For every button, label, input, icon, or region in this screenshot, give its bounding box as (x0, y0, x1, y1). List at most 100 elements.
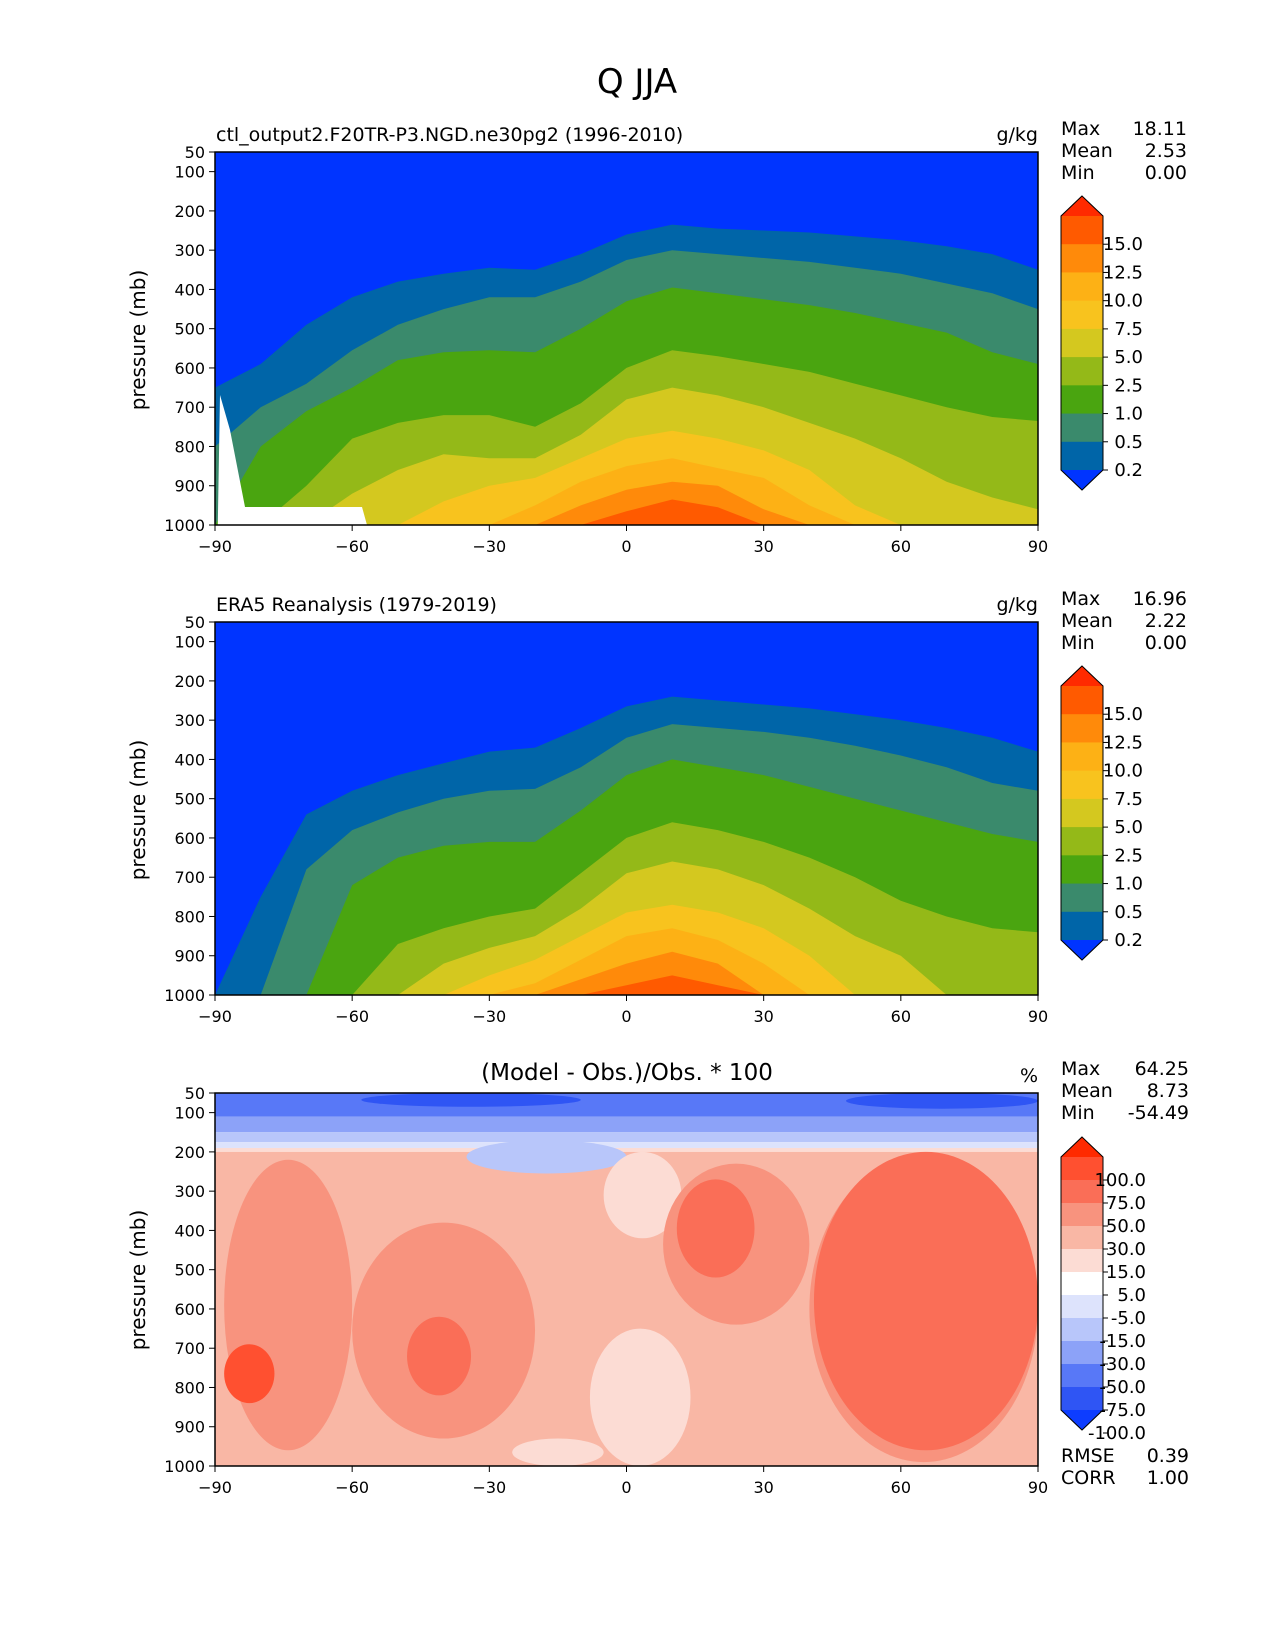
colorbar-tick-label: 0.5 (1114, 902, 1143, 923)
x-tick-label: 90 (1028, 537, 1048, 556)
plot-area-model (215, 152, 1038, 525)
y-tick-label: 200 (174, 672, 205, 691)
colorbar-segment (1061, 1203, 1103, 1227)
y-tick-label: 600 (174, 359, 205, 378)
stat-min-value: -54.49 (1128, 1102, 1189, 1124)
panel-obs: ERA5 Reanalysis (1979-2019) g/kg pressur… (126, 588, 1187, 1026)
colorbar-tick-label: -100.0 (1088, 1423, 1146, 1444)
contour-fill-15 (215, 499, 1038, 525)
diff-region (845, 1093, 1038, 1109)
diff-band (215, 1132, 1038, 1143)
stat-max-value: 64.25 (1135, 1058, 1189, 1080)
y-tick-label: 700 (174, 1339, 205, 1358)
y-tick-label: 300 (174, 241, 205, 260)
y-tick-label: 50 (185, 613, 205, 632)
colorbar-segment (1061, 216, 1103, 245)
diff-region (466, 1140, 627, 1174)
units-label-obs: g/kg (996, 594, 1038, 616)
y-tick-label: 700 (174, 868, 205, 887)
y-tick-label: 100 (174, 633, 205, 652)
colorbar-segment (1061, 883, 1103, 913)
x-tick-label: −30 (472, 1007, 506, 1026)
x-tick-label: 30 (753, 1007, 773, 1026)
stat-mean-label: Mean (1061, 1080, 1113, 1102)
x-tick-label: 0 (621, 537, 631, 556)
colorbar-segment (1061, 1318, 1103, 1342)
units-label-model: g/kg (996, 124, 1038, 146)
colorbar-segment (1061, 911, 1103, 941)
colorbar-extend-min (1061, 1410, 1103, 1430)
colorbar-tick-label: 0.2 (1114, 930, 1143, 951)
stat-max-value: 16.96 (1133, 588, 1187, 610)
y-tick-label: 600 (174, 829, 205, 848)
contour-fill-15 (215, 975, 1038, 995)
stat-mean-value: 2.22 (1145, 610, 1187, 632)
missing-data-region-model (215, 395, 367, 525)
colorbar-segment (1061, 441, 1103, 471)
x-tick-label: −30 (472, 537, 506, 556)
y-tick-label: 800 (174, 437, 205, 456)
colorbar-segment (1061, 714, 1103, 743)
contour-fills-obs (215, 696, 1038, 995)
colorbar-segment (1061, 686, 1103, 715)
stat-min-value: 0.00 (1145, 162, 1187, 184)
diff-region (603, 1151, 682, 1239)
stats-diff: Max 64.25 Mean 8.73 Min -54.49 RMSE 0.39… (1061, 1058, 1189, 1489)
colorbar-tick-label: 1.0 (1114, 404, 1143, 425)
x-axis-obs: −90 −60 −30 0 30 60 90 (198, 995, 1048, 1026)
stat-rmse-value: 0.39 (1147, 1445, 1189, 1467)
panel-title-diff: (Model - Obs.)/Obs. * 100 (481, 1060, 773, 1086)
colorbar-tick-label: 10.0 (1103, 761, 1143, 782)
y-tick-label: 50 (185, 143, 205, 162)
x-tick-label: −60 (335, 1478, 369, 1497)
diff-band (215, 1116, 1038, 1133)
plot-area-obs (215, 622, 1038, 995)
colorbar-segment (1061, 742, 1103, 772)
plot-area-diff (215, 1093, 1038, 1466)
colorbar-tick-label: -15.0 (1099, 1331, 1146, 1352)
y-tick-label: 400 (174, 750, 205, 769)
colorbar-tick-label: 15.0 (1103, 234, 1143, 255)
colorbar-model: 15.0 12.5 10.0 7.5 5.0 2.5 1.0 0.5 0.2 (1060, 195, 1143, 491)
colorbar-segment (1061, 300, 1103, 330)
x-tick-label: 0 (621, 1478, 631, 1497)
colorbar-segment (1061, 357, 1103, 386)
colorbar-tick-label: 2.5 (1114, 375, 1143, 396)
diff-region (589, 1328, 691, 1466)
stat-max-value: 18.11 (1133, 118, 1187, 140)
colorbar-tick-label: 7.5 (1114, 789, 1143, 810)
diff-region (407, 1316, 472, 1396)
stat-min-value: 0.00 (1145, 632, 1187, 654)
diff-region (676, 1179, 755, 1278)
units-label-diff: % (1020, 1065, 1038, 1087)
contour-fill-12.5 (215, 951, 1038, 995)
colorbar-segment (1061, 244, 1103, 273)
y-tick-label: 700 (174, 398, 205, 417)
contour-fill-10 (215, 928, 1038, 995)
diff-band (215, 1147, 1038, 1152)
y-tick-label: 900 (174, 477, 205, 496)
colorbar-segment (1061, 413, 1103, 443)
y-tick-label: 300 (174, 711, 205, 730)
stat-min-label: Min (1061, 632, 1095, 654)
y-tick-label: 500 (174, 320, 205, 339)
colorbar-segment (1061, 855, 1103, 885)
colorbar-segment (1061, 827, 1103, 856)
stats-model: Max 18.11 Mean 2.53 Min 0.00 (1061, 118, 1187, 184)
colorbar-segment (1061, 798, 1103, 828)
stat-max-label: Max (1061, 118, 1100, 140)
colorbar-extend-max (1061, 666, 1103, 686)
colorbar-segment (1061, 1180, 1103, 1204)
colorbar-tick-label: 100.0 (1094, 1170, 1146, 1191)
stat-corr-label: CORR (1061, 1467, 1116, 1489)
colorbar-tick-label: -75.0 (1099, 1400, 1146, 1421)
x-tick-label: 0 (621, 1007, 631, 1026)
colorbar-extend-max (1061, 196, 1103, 216)
colorbar-segment (1061, 1226, 1103, 1250)
colorbar-segment (1061, 1295, 1103, 1319)
colorbar-tick-label: 12.5 (1103, 262, 1143, 283)
colorbar-tick-label: 1.0 (1114, 874, 1143, 895)
y-tick-label: 50 (185, 1084, 205, 1103)
